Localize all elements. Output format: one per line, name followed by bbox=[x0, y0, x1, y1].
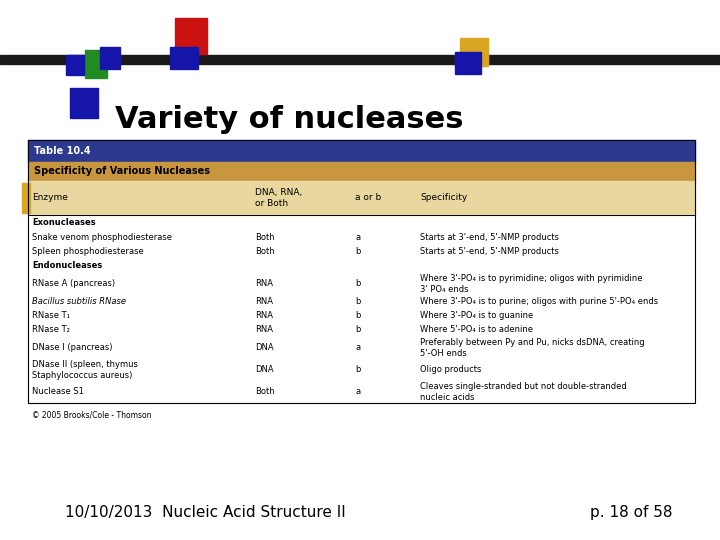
Bar bbox=[28, 323, 695, 337]
Text: Starts at 3'-end, 5'-NMP products: Starts at 3'-end, 5'-NMP products bbox=[420, 233, 559, 241]
Text: a or b: a or b bbox=[355, 193, 382, 202]
Bar bbox=[28, 215, 695, 230]
Text: DNase I (pancreas): DNase I (pancreas) bbox=[32, 343, 112, 353]
Text: RNA: RNA bbox=[255, 312, 273, 321]
Bar bbox=[28, 337, 695, 359]
Bar bbox=[28, 162, 695, 181]
Text: Both: Both bbox=[255, 388, 274, 396]
Bar bbox=[455, 52, 481, 74]
Text: Where 3'-PO₄ is to guanine: Where 3'-PO₄ is to guanine bbox=[420, 312, 534, 321]
Text: DNA: DNA bbox=[255, 343, 274, 353]
Text: p. 18 of 58: p. 18 of 58 bbox=[590, 504, 672, 519]
Text: a: a bbox=[355, 343, 360, 353]
Text: Specificity: Specificity bbox=[420, 193, 467, 202]
Bar bbox=[0, 55, 720, 64]
Bar bbox=[175, 18, 207, 54]
Text: Spleen phosphodiesterase: Spleen phosphodiesterase bbox=[32, 246, 144, 255]
Text: DNA: DNA bbox=[255, 366, 274, 375]
Bar bbox=[85, 50, 107, 78]
Text: a: a bbox=[355, 388, 360, 396]
Text: RNase A (pancreas): RNase A (pancreas) bbox=[32, 280, 115, 288]
Text: Endonucleases: Endonucleases bbox=[32, 261, 102, 270]
Text: Enzyme: Enzyme bbox=[32, 193, 68, 202]
Text: Nuclease S1: Nuclease S1 bbox=[32, 388, 84, 396]
Bar bbox=[66, 55, 84, 75]
Bar bbox=[28, 230, 695, 244]
Text: RNase T₁: RNase T₁ bbox=[32, 312, 70, 321]
Bar bbox=[28, 140, 695, 403]
Text: RNA: RNA bbox=[255, 280, 273, 288]
Text: b: b bbox=[355, 366, 361, 375]
Bar bbox=[100, 47, 120, 69]
Bar bbox=[70, 88, 98, 118]
Text: Oligo products: Oligo products bbox=[420, 366, 482, 375]
Text: Variety of nucleases: Variety of nucleases bbox=[115, 105, 464, 134]
Bar bbox=[28, 181, 695, 215]
Bar bbox=[28, 273, 695, 295]
Text: Exonucleases: Exonucleases bbox=[32, 218, 96, 227]
Bar bbox=[28, 359, 695, 381]
Bar bbox=[28, 258, 695, 273]
Text: DNase II (spleen, thymus
Staphylococcus aureus): DNase II (spleen, thymus Staphylococcus … bbox=[32, 360, 138, 380]
Text: RNase T₂: RNase T₂ bbox=[32, 326, 70, 334]
Bar bbox=[28, 244, 695, 258]
Bar bbox=[28, 381, 695, 403]
Bar bbox=[170, 47, 198, 69]
Text: Cleaves single-stranded but not double-stranded
nucleic acids: Cleaves single-stranded but not double-s… bbox=[420, 382, 626, 402]
Text: Where 3'-PO₄ is to pyrimidine; oligos with pyrimidine
3' PO₄ ends: Where 3'-PO₄ is to pyrimidine; oligos wi… bbox=[420, 274, 642, 294]
Text: RNA: RNA bbox=[255, 326, 273, 334]
Text: b: b bbox=[355, 298, 361, 307]
Text: Both: Both bbox=[255, 233, 274, 241]
Bar bbox=[28, 309, 695, 323]
Bar bbox=[460, 38, 488, 66]
Text: 10/10/2013  Nucleic Acid Structure II: 10/10/2013 Nucleic Acid Structure II bbox=[65, 504, 346, 519]
Text: b: b bbox=[355, 312, 361, 321]
Text: b: b bbox=[355, 326, 361, 334]
Bar bbox=[28, 295, 695, 309]
Text: DNA, RNA,
or Both: DNA, RNA, or Both bbox=[255, 188, 302, 208]
Text: Where 5'-PO₄ is to adenine: Where 5'-PO₄ is to adenine bbox=[420, 326, 533, 334]
Text: Preferably between Py and Pu, nicks dsDNA, creating
5'-OH ends: Preferably between Py and Pu, nicks dsDN… bbox=[420, 338, 644, 357]
Text: a: a bbox=[355, 233, 360, 241]
Text: b: b bbox=[355, 246, 361, 255]
Bar bbox=[28, 140, 695, 162]
Text: Starts at 5'-end, 5'-NMP products: Starts at 5'-end, 5'-NMP products bbox=[420, 246, 559, 255]
Text: Specificity of Various Nucleases: Specificity of Various Nucleases bbox=[34, 166, 210, 176]
Text: Table 10.4: Table 10.4 bbox=[34, 146, 91, 156]
Text: Both: Both bbox=[255, 246, 274, 255]
Text: RNA: RNA bbox=[255, 298, 273, 307]
Text: Where 3'-PO₄ is to purine; oligos with purine 5'-PO₄ ends: Where 3'-PO₄ is to purine; oligos with p… bbox=[420, 298, 658, 307]
Bar bbox=[22, 183, 30, 213]
Text: Snake venom phosphodiesterase: Snake venom phosphodiesterase bbox=[32, 233, 172, 241]
Text: Bacillus subtilis RNase: Bacillus subtilis RNase bbox=[32, 298, 126, 307]
Text: b: b bbox=[355, 280, 361, 288]
Text: © 2005 Brooks/Cole - Thomson: © 2005 Brooks/Cole - Thomson bbox=[32, 411, 151, 420]
